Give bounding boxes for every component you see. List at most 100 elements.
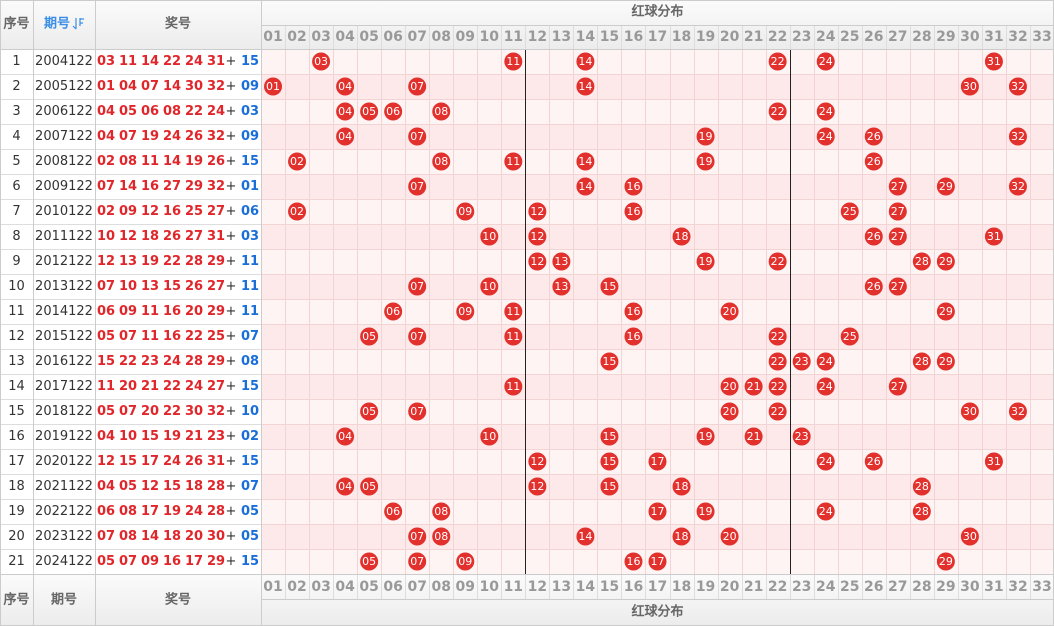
red-number: 12 bbox=[97, 454, 115, 469]
row-grid-bg bbox=[261, 374, 1054, 399]
red-ball bbox=[600, 452, 619, 471]
row-issue: 2011122 bbox=[35, 229, 93, 244]
red-ball bbox=[408, 552, 427, 571]
column-number: 16 bbox=[624, 579, 643, 595]
red-number: 10 bbox=[97, 229, 115, 244]
row-grid-bg bbox=[261, 349, 1054, 374]
red-ball-label: 12 bbox=[530, 230, 544, 243]
red-number: 32 bbox=[207, 404, 225, 419]
red-ball bbox=[384, 102, 403, 121]
red-ball-label: 25 bbox=[843, 205, 857, 218]
row-issue: 2024122 bbox=[35, 554, 93, 569]
red-ball-label: 18 bbox=[675, 530, 689, 543]
red-ball bbox=[936, 302, 955, 321]
red-ball-label: 07 bbox=[410, 330, 424, 343]
red-ball bbox=[912, 252, 931, 271]
plus: + bbox=[226, 479, 237, 494]
blue-number: 09 bbox=[241, 79, 259, 94]
red-number: 07 bbox=[119, 129, 137, 144]
red-number: 07 bbox=[119, 329, 137, 344]
row-grid-bg bbox=[261, 124, 1054, 149]
red-ball bbox=[624, 202, 643, 221]
plus: + bbox=[226, 54, 237, 69]
red-number: 23 bbox=[141, 354, 159, 369]
red-ball-label: 06 bbox=[386, 305, 400, 318]
red-ball bbox=[480, 427, 499, 446]
column-number: 19 bbox=[696, 579, 715, 595]
red-ball-label: 15 bbox=[602, 280, 616, 293]
red-ball-label: 11 bbox=[506, 330, 520, 343]
red-number: 28 bbox=[207, 504, 225, 519]
row-bg bbox=[0, 299, 261, 324]
red-number: 02 bbox=[97, 204, 115, 219]
red-number: 17 bbox=[141, 504, 159, 519]
red-number: 31 bbox=[207, 229, 225, 244]
row-bg bbox=[0, 424, 261, 449]
column-number: 05 bbox=[359, 29, 378, 45]
red-ball bbox=[336, 77, 355, 96]
red-number: 28 bbox=[185, 254, 203, 269]
red-ball bbox=[408, 527, 427, 546]
header-issue[interactable]: 期号 bbox=[44, 17, 70, 32]
red-ball bbox=[432, 527, 451, 546]
red-ball bbox=[768, 352, 787, 371]
red-ball bbox=[672, 477, 691, 496]
red-ball bbox=[720, 527, 739, 546]
red-number: 01 bbox=[97, 79, 115, 94]
red-ball-label: 07 bbox=[410, 555, 424, 568]
column-number: 29 bbox=[936, 29, 955, 45]
red-ball bbox=[912, 477, 931, 496]
column-number: 09 bbox=[456, 29, 475, 45]
column-number: 31 bbox=[984, 579, 1003, 595]
row-grid-bg bbox=[261, 299, 1054, 324]
row-bg bbox=[0, 324, 261, 349]
plus: + bbox=[226, 154, 237, 169]
sort-icon bbox=[72, 18, 84, 30]
red-number: 24 bbox=[207, 104, 225, 119]
red-ball-label: 23 bbox=[795, 355, 809, 368]
column-number: 14 bbox=[576, 29, 596, 45]
column-number: 06 bbox=[383, 29, 402, 45]
blue-number: 09 bbox=[241, 129, 259, 144]
red-ball-label: 05 bbox=[362, 105, 376, 118]
red-number: 24 bbox=[185, 379, 203, 394]
red-number: 04 bbox=[97, 479, 115, 494]
red-ball bbox=[408, 327, 427, 346]
column-number: 02 bbox=[287, 579, 306, 595]
red-ball-label: 15 bbox=[602, 430, 616, 443]
red-ball-label: 22 bbox=[771, 105, 785, 118]
red-number: 15 bbox=[119, 454, 137, 469]
blue-number: 15 bbox=[241, 54, 259, 69]
column-number: 27 bbox=[888, 579, 907, 595]
red-number: 05 bbox=[97, 329, 115, 344]
row-bg bbox=[0, 399, 261, 424]
red-number: 20 bbox=[119, 379, 137, 394]
red-ball-label: 30 bbox=[963, 530, 977, 543]
red-ball bbox=[432, 102, 451, 121]
blue-number: 15 bbox=[241, 379, 259, 394]
blue-number: 06 bbox=[241, 204, 259, 219]
red-number: 04 bbox=[97, 104, 115, 119]
red-number: 26 bbox=[185, 279, 203, 294]
red-ball bbox=[528, 202, 547, 221]
red-ball-label: 08 bbox=[434, 155, 448, 168]
red-ball-label: 31 bbox=[987, 455, 1001, 468]
red-ball bbox=[984, 452, 1003, 471]
column-number: 24 bbox=[816, 29, 836, 45]
red-ball bbox=[888, 177, 907, 196]
red-ball-label: 16 bbox=[626, 330, 640, 343]
red-number: 24 bbox=[163, 354, 181, 369]
row-grid-bg bbox=[261, 249, 1054, 274]
red-ball bbox=[816, 352, 835, 371]
red-ball-label: 26 bbox=[867, 130, 881, 143]
red-number: 02 bbox=[97, 154, 115, 169]
red-ball-label: 28 bbox=[915, 505, 929, 518]
red-ball bbox=[720, 402, 739, 421]
red-ball-label: 11 bbox=[506, 305, 520, 318]
red-number: 05 bbox=[119, 104, 137, 119]
header-no: 序号 bbox=[3, 16, 29, 32]
row-issue: 2023122 bbox=[35, 529, 93, 544]
red-ball-label: 04 bbox=[338, 130, 352, 143]
blue-number: 11 bbox=[241, 254, 259, 269]
red-number: 20 bbox=[185, 529, 203, 544]
